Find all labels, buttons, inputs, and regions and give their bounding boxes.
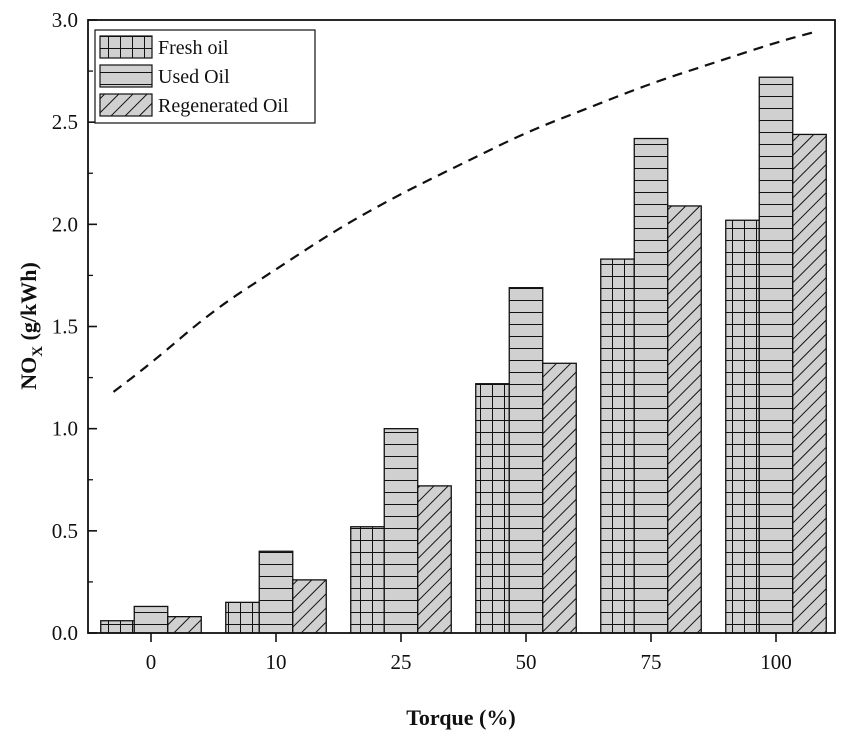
- legend-swatch-used-oil: [99, 64, 153, 88]
- y-tick-label: 2.5: [52, 110, 78, 134]
- y-tick-label: 1.5: [52, 315, 78, 339]
- x-axis-ticks: 0 10 25 50 75 100: [146, 633, 792, 674]
- y-tick-label: 1.0: [52, 417, 78, 441]
- bar-regenerated-oil-75: [667, 205, 702, 634]
- legend-label-used-oil: Used Oil: [158, 66, 230, 88]
- legend: Fresh oil Used Oil Regenerated Oil: [94, 29, 316, 124]
- y-tick-label: 3.0: [52, 8, 78, 32]
- bar-regenerated-oil-10: [292, 579, 327, 634]
- y-tick-label: 0.5: [52, 519, 78, 543]
- bars-layer: [100, 76, 827, 634]
- bar-used-oil-50: [508, 287, 544, 634]
- y-tick-label: 2.0: [52, 212, 78, 236]
- bar-fresh-oil-100: [725, 219, 760, 634]
- bar-used-oil-0: [133, 605, 169, 634]
- x-tick-label-100: 100: [760, 650, 792, 674]
- bar-used-oil-75: [633, 137, 669, 634]
- x-tick-label-10: 10: [266, 650, 287, 674]
- bar-fresh-oil-10: [225, 601, 260, 634]
- bar-regenerated-oil-0: [167, 616, 202, 634]
- legend-swatch-regenerated-oil: [99, 93, 153, 117]
- bar-regenerated-oil-100: [792, 133, 827, 634]
- legend-swatch-fresh-oil: [99, 35, 153, 59]
- trend-line-dashed: [112, 31, 814, 393]
- bar-fresh-oil-50: [475, 383, 510, 634]
- x-axis-title: Torque (%): [406, 705, 515, 730]
- bar-fresh-oil-0: [100, 620, 135, 634]
- legend-label-fresh-oil: Fresh oil: [158, 37, 229, 59]
- y-axis-title-subscript: X: [30, 346, 46, 357]
- y-axis-title-main: NO: [16, 357, 41, 390]
- bar-used-oil-100: [758, 76, 794, 634]
- y-axis-title: NOX (g/kWh): [16, 262, 46, 390]
- legend-label-regenerated-oil: Regenerated Oil: [158, 95, 289, 117]
- y-axis-ticks: 0.0 0.5 1.0 1.5 2.0 2.5 3.0: [52, 8, 97, 645]
- y-axis-title-unit: (g/kWh): [16, 262, 41, 346]
- bar-used-oil-25: [383, 428, 419, 634]
- x-tick-label-50: 50: [516, 650, 537, 674]
- bar-fresh-oil-75: [600, 258, 635, 634]
- bar-regenerated-oil-25: [417, 485, 452, 634]
- bar-regenerated-oil-50: [542, 362, 577, 634]
- x-tick-label-75: 75: [641, 650, 662, 674]
- bar-fresh-oil-25: [350, 526, 385, 634]
- y-tick-label: 0.0: [52, 621, 78, 645]
- x-tick-label-25: 25: [391, 650, 412, 674]
- x-tick-label-0: 0: [146, 650, 157, 674]
- bar-used-oil-10: [258, 550, 294, 634]
- trend-layer: [112, 31, 814, 393]
